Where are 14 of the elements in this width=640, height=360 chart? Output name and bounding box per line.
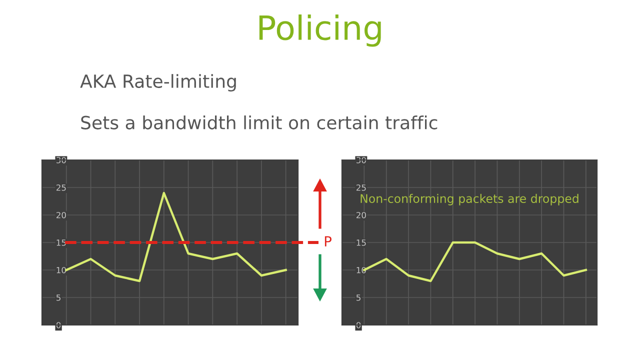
y-tick-label: 5 — [356, 294, 360, 301]
text: Sets a bandwidth limit on certain traffic — [81, 115, 438, 130]
y-tick-label: 25 — [56, 184, 66, 191]
y-tick-label: 15 — [56, 240, 66, 246]
y-tick-label: 5 — [56, 294, 60, 301]
chart-subtitle: AKA Rate-limiting — [80, 74, 236, 92]
ref-line-label: P — [324, 236, 332, 246]
annotation: Non-conforming packets are dropped — [360, 194, 578, 206]
chart-title: Policing — [259, 14, 381, 47]
y-tick-label: 15 — [356, 240, 366, 246]
y-tick-label: 20 — [356, 212, 366, 218]
y-tick-label: 20 — [56, 212, 66, 218]
y-tick-label: 10 — [56, 266, 66, 274]
y-tick-label: 25 — [356, 184, 366, 191]
